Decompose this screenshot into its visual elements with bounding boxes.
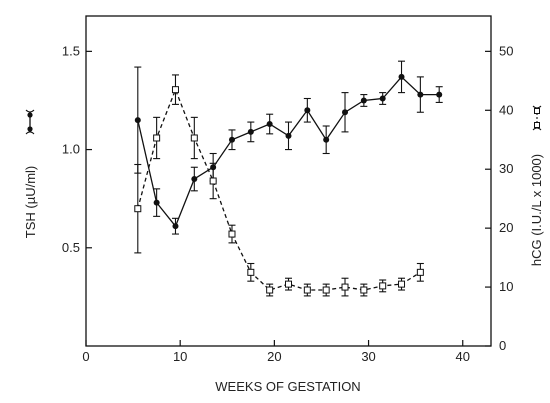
hcg-point — [398, 280, 406, 288]
hcg-point — [322, 286, 330, 294]
tsh-point — [210, 164, 217, 171]
tsh-point — [191, 176, 198, 183]
x-axis-title: WEEKS OF GESTATION — [215, 379, 360, 394]
tsh-point — [266, 121, 273, 128]
hcg-point — [247, 268, 255, 276]
hcg-point — [266, 286, 274, 294]
tsh-series-line — [137, 75, 440, 228]
hcg-legend-marker — [532, 105, 542, 131]
tsh-point — [247, 128, 254, 135]
y-right-tick-label: 40 — [499, 102, 513, 117]
x-tick-label: 40 — [456, 349, 470, 364]
tsh-point — [436, 91, 443, 98]
x-tick-label: 30 — [361, 349, 375, 364]
right-axis-title: hCG (I.U./L x 1000) — [529, 105, 544, 266]
y-right-tick-label: 20 — [499, 220, 513, 235]
hcg-point — [360, 286, 368, 294]
tsh-point — [153, 199, 160, 206]
y-right-tick-label: 10 — [499, 279, 513, 294]
tsh-point — [417, 91, 424, 98]
y-right-tick-label: 0 — [499, 338, 506, 353]
hcg-point — [190, 134, 198, 142]
x-tick-label: 20 — [267, 349, 281, 364]
tsh-point — [360, 97, 367, 104]
y-right-tick-label: 30 — [499, 161, 513, 176]
hcg-point — [171, 86, 179, 94]
hcg-point — [341, 283, 349, 291]
left-axis-title: TSH (µU/ml) — [23, 109, 38, 238]
hcg-point — [153, 134, 161, 142]
tsh-point — [398, 73, 405, 80]
tsh-point — [323, 136, 330, 143]
y-left-tick-label: 1.0 — [62, 142, 80, 157]
tsh-point — [379, 95, 386, 102]
hcg-point — [134, 205, 142, 213]
tsh-point — [342, 109, 349, 116]
hcg-point — [285, 280, 292, 288]
x-tick-label: 10 — [173, 349, 187, 364]
left-axis-title-text: TSH (µU/ml) — [23, 166, 38, 238]
y-left-tick-label: 0.5 — [62, 240, 80, 255]
hcg-series-line — [137, 87, 421, 291]
plot-frame — [85, 15, 492, 347]
hcg-point — [209, 177, 217, 185]
tsh-point — [228, 136, 235, 143]
hcg-point — [416, 268, 424, 276]
hcg-point — [228, 230, 236, 238]
series-layer — [134, 60, 443, 297]
right-axis-title-text: hCG (I.U./L x 1000) — [529, 154, 544, 266]
x-tick-label: 0 — [82, 349, 89, 364]
label-layer: 0 10 20 30 40 0.5 1.0 1.5 0 10 20 30 40 50 — [62, 43, 514, 364]
tsh-point — [134, 117, 141, 124]
hcg-point — [303, 286, 311, 294]
tsh-legend-marker — [25, 109, 35, 135]
tsh-point — [304, 107, 311, 114]
axes-ticks — [85, 50, 491, 347]
hcg-point — [379, 282, 387, 290]
tsh-point — [172, 223, 179, 230]
tsh-point — [285, 132, 292, 139]
y-right-tick-label: 50 — [499, 43, 513, 58]
y-left-tick-label: 1.5 — [62, 43, 80, 58]
